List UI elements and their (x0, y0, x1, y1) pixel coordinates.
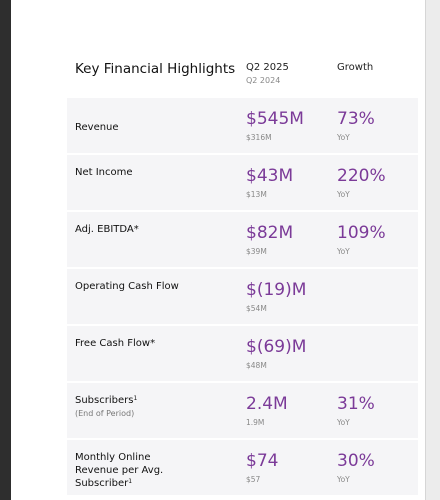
growth-basis: YoY (337, 190, 350, 199)
row-label: Free Cash Flow* (75, 337, 155, 350)
current-value: $74 (246, 451, 279, 471)
current-value: $43M (246, 166, 294, 186)
footnote-marker: 1 (133, 395, 138, 402)
table-row: Operating Cash Flow $(19)M $54M (67, 269, 418, 324)
growth-value: 73% (337, 109, 375, 129)
table-row: Net Income $43M $13M 220% YoY (67, 155, 418, 210)
label-text: Revenue (75, 122, 119, 133)
prior-value: $54M (246, 304, 267, 313)
growth-value: 220% (337, 166, 386, 186)
table-row: Subscribers1 (End of Period) 2.4M 1.9M 31% Yo… (67, 383, 418, 438)
current-value: $545M (246, 109, 304, 129)
prior-value: 1.9M (246, 418, 265, 427)
prior-value: $316M (246, 133, 272, 142)
current-value: 2.4M (246, 394, 288, 414)
label-text: Free Cash Flow* (75, 338, 156, 349)
row-label: Subscribers1 (End of Period) (75, 394, 137, 420)
sublabel: (End of Period) (75, 409, 135, 418)
growth-basis: YoY (337, 475, 350, 484)
document-page: Key Financial Highlights Q2 2025 Q2 2024… (11, 0, 426, 500)
growth-value: 109% (337, 223, 386, 243)
row-label: Adj. EBITDA* (75, 223, 139, 236)
sidebar-strip (0, 0, 11, 500)
table-row: Free Cash Flow* $(69)M $48M (67, 326, 418, 381)
prior-value: $57 (246, 475, 261, 484)
growth-basis: YoY (337, 247, 350, 256)
label-text: Net Income (75, 167, 133, 178)
column-subheader: Q2 2024 (246, 76, 281, 85)
prior-value: $39M (246, 247, 267, 256)
label-text: Monthly Online Revenue per Avg. Subscrib… (75, 452, 164, 489)
current-value: $82M (246, 223, 294, 243)
label-text: Adj. EBITDA* (75, 224, 139, 235)
current-value: $(69)M (246, 337, 307, 357)
label-text: Subscribers (75, 395, 134, 406)
growth-basis: YoY (337, 418, 350, 427)
row-label: Net Income (75, 166, 133, 179)
column-header: Growth (337, 62, 374, 73)
current-value: $(19)M (246, 280, 307, 300)
column-header: Q2 2025 (246, 62, 289, 73)
row-label: Monthly Online Revenue per Avg. Subscrib… (75, 451, 195, 490)
growth-basis: YoY (337, 133, 350, 142)
row-label: Revenue (75, 121, 119, 134)
row-label: Operating Cash Flow (75, 280, 179, 293)
growth-value: 31% (337, 394, 375, 414)
prior-value: $13M (246, 190, 267, 199)
footnote-marker: 1 (128, 478, 133, 485)
table-row: Monthly Online Revenue per Avg. Subscrib… (67, 440, 418, 495)
growth-value: 30% (337, 451, 375, 471)
table-row: Adj. EBITDA* $82M $39M 109% YoY (67, 212, 418, 267)
title: Key Financial Highlights (75, 61, 236, 77)
prior-value: $48M (246, 361, 267, 370)
table-row: Revenue $545M $316M 73% YoY (67, 98, 418, 153)
label-text: Operating Cash Flow (75, 281, 179, 292)
